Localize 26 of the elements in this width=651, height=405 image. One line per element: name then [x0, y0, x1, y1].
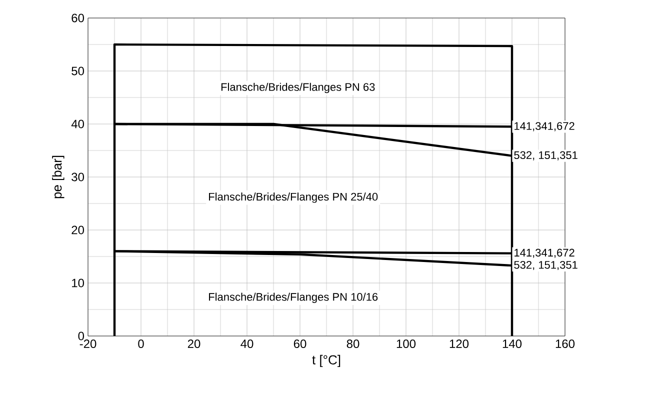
annotation: Flansche/Brides/Flanges PN 25/40 [209, 192, 378, 203]
annotation: Flansche/Brides/Flanges PN 63 [221, 82, 375, 94]
x-tick-label: 20 [188, 340, 200, 348]
y-tick-label: 30 [72, 172, 84, 182]
y-tick-label: 60 [72, 14, 84, 22]
y-axis-title: pe [bar] [52, 156, 64, 198]
x-axis-title: t [°C] [312, 354, 340, 368]
y-tick-label: 40 [71, 120, 84, 128]
y-tick-label: 0 [78, 332, 84, 340]
annotation: Flansche/Brides/Flanges PN 10/16 [209, 292, 378, 303]
series-label: 141,341,672 [514, 122, 574, 132]
x-tick-label: 40 [240, 340, 254, 348]
x-tick-label: 140 [502, 340, 522, 348]
y-tick-label: 20 [72, 226, 84, 234]
series-label: 141,341,672 [514, 248, 574, 258]
series-label: 532, 151,351 [514, 260, 578, 270]
x-tick-label: -20 [80, 340, 96, 348]
series-label: 532, 151,351 [514, 151, 578, 160]
y-tick-label: 10 [72, 278, 84, 288]
y-tick-label: 50 [72, 66, 84, 76]
x-tick-label: 80 [346, 340, 360, 348]
x-tick-label: 100 [396, 340, 416, 348]
x-tick-label: 160 [556, 340, 575, 348]
x-tick-label: 0 [138, 340, 144, 348]
x-tick-label: 60 [294, 340, 306, 348]
x-tick-label: 120 [450, 340, 469, 348]
